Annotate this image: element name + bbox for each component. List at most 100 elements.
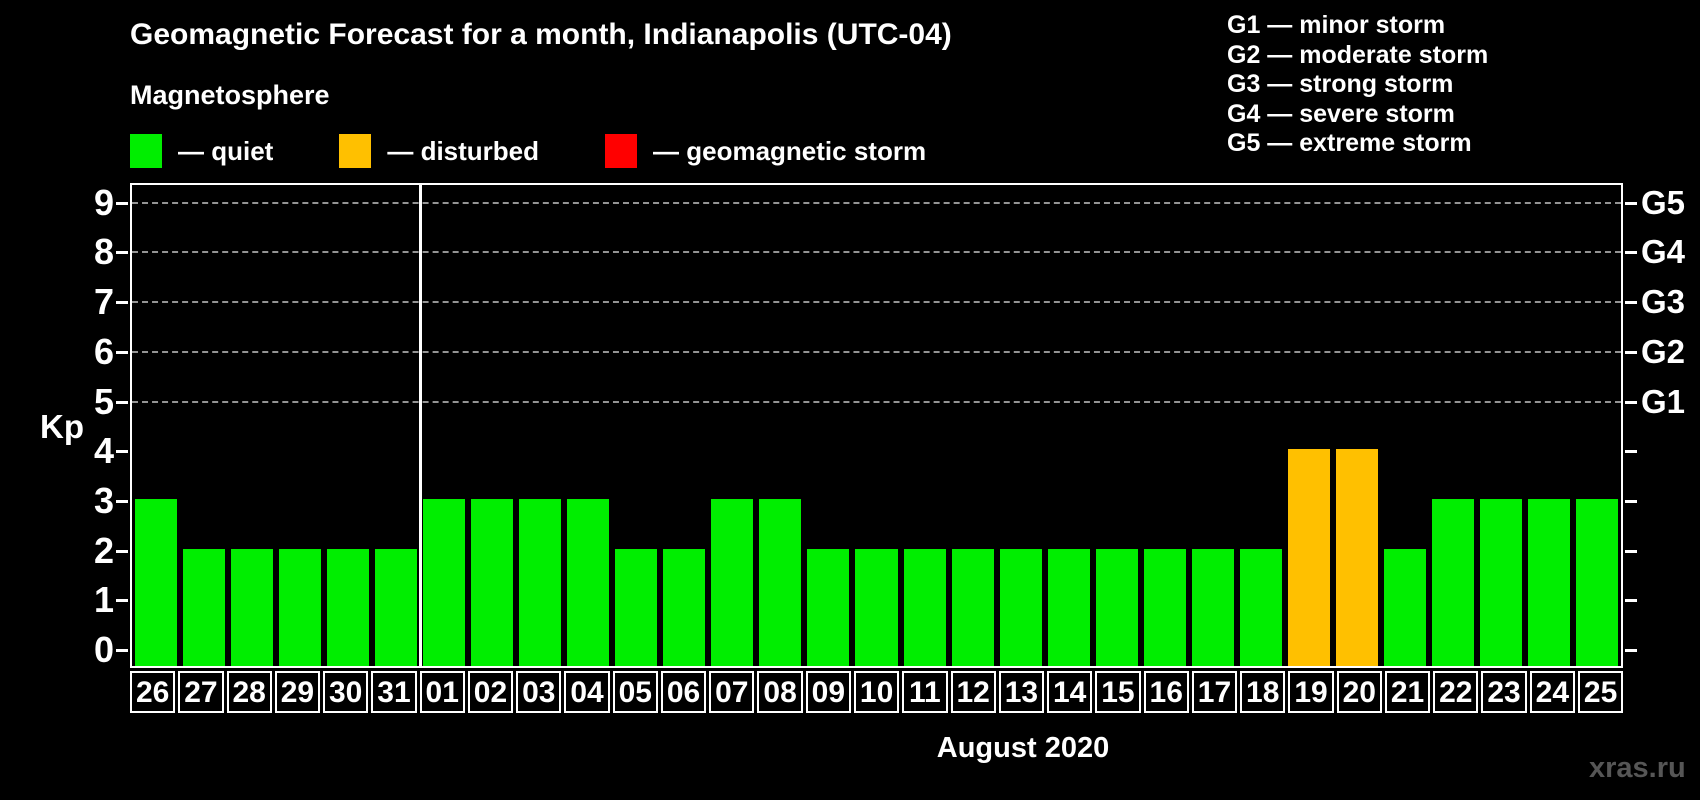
kp-bar-day-20 xyxy=(1335,449,1378,666)
quiet-swatch-icon xyxy=(130,134,162,168)
y-tick-label-8: 8 xyxy=(93,231,114,273)
right-tick-1 xyxy=(1625,599,1637,603)
g-scale-legend: G1 — minor storm G2 — moderate storm G3 — … xyxy=(1227,11,1488,159)
y-tick-label-5: 5 xyxy=(93,380,114,422)
left-tick-9 xyxy=(116,201,128,205)
right-tick-4 xyxy=(1625,450,1637,454)
right-tick-0 xyxy=(1625,649,1637,652)
day-label-22: 22 xyxy=(1433,671,1479,713)
g-legend-line-1: G1 — minor storm xyxy=(1227,11,1446,39)
day-label-07: 07 xyxy=(709,671,755,713)
legend-label-quiet: — quiet xyxy=(178,135,274,166)
kp-bar-day-13 xyxy=(999,548,1042,666)
kp-bar-day-17 xyxy=(1191,548,1234,666)
watermark: xras.ru xyxy=(1589,752,1686,784)
kp-bar-day-27 xyxy=(183,548,226,666)
disturbed-swatch-icon xyxy=(339,134,372,168)
kp-bar-day-09 xyxy=(807,548,850,666)
x-axis-title: August 2020 xyxy=(936,732,1110,764)
day-label-30: 30 xyxy=(323,671,369,713)
day-label-02: 02 xyxy=(467,671,514,713)
kp-bar-day-21 xyxy=(1383,548,1426,666)
left-tick-8 xyxy=(116,251,128,255)
legend-label-storm: — geomagnetic storm xyxy=(653,135,927,166)
gridline-kp5 xyxy=(132,400,1621,403)
day-label-13: 13 xyxy=(998,671,1045,713)
day-label-21: 21 xyxy=(1384,671,1431,713)
left-tick-7 xyxy=(116,301,128,305)
y-axis-labels: 0 1 2 3 4 5 6 7 8 9 xyxy=(0,183,114,668)
day-label-24: 24 xyxy=(1529,671,1575,713)
day-label-18: 18 xyxy=(1240,671,1286,713)
kp-bar-day-06 xyxy=(663,548,706,666)
day-label-26: 26 xyxy=(130,671,176,713)
y-tick-label-4: 4 xyxy=(93,430,114,472)
g-level-label-G1: G1 xyxy=(1641,382,1686,420)
left-tick-0 xyxy=(116,649,128,652)
g-level-label-G4: G4 xyxy=(1641,233,1686,271)
kp-bar-day-19 xyxy=(1287,449,1330,666)
left-tick-4 xyxy=(116,450,128,454)
day-label-11: 11 xyxy=(902,671,948,713)
chart-title: Geomagnetic Forecast for a month, Indian… xyxy=(130,18,952,51)
kp-bar-day-10 xyxy=(855,548,898,666)
kp-bar-day-29 xyxy=(279,548,322,666)
gridline-kp8 xyxy=(132,251,1621,254)
kp-bar-day-02 xyxy=(471,498,514,666)
kp-bar-day-11 xyxy=(903,548,946,666)
kp-bar-day-04 xyxy=(567,498,610,666)
left-tick-1 xyxy=(116,599,128,603)
kp-bar-day-26 xyxy=(135,498,178,666)
plot-area xyxy=(116,183,1637,668)
legend-item-quiet: — quiet xyxy=(130,134,273,168)
day-label-20: 20 xyxy=(1336,671,1382,713)
kp-bar-day-23 xyxy=(1479,498,1522,666)
kp-bar-day-31 xyxy=(375,548,418,666)
y-tick-label-9: 9 xyxy=(93,181,114,223)
g-level-label-G3: G3 xyxy=(1641,283,1686,321)
day-label-27: 27 xyxy=(178,671,224,713)
kp-bar-day-15 xyxy=(1095,548,1138,666)
gridline-kp6 xyxy=(132,350,1621,353)
g-level-label-G2: G2 xyxy=(1641,332,1686,370)
kp-bar-day-08 xyxy=(759,498,802,666)
kp-bar-day-01 xyxy=(423,498,466,666)
legend-label-disturbed: — disturbed xyxy=(387,135,540,166)
y-tick-label-0: 0 xyxy=(93,629,114,670)
day-label-01: 01 xyxy=(419,671,465,713)
day-label-04: 04 xyxy=(564,671,610,713)
kp-bar-day-14 xyxy=(1047,548,1090,666)
kp-bar-day-30 xyxy=(327,548,370,666)
day-label-05: 05 xyxy=(612,671,658,713)
month-separator xyxy=(418,185,422,666)
kp-bar-day-18 xyxy=(1239,548,1282,666)
right-tick-6 xyxy=(1625,350,1637,354)
day-label-09: 09 xyxy=(805,671,851,713)
kp-bar-day-28 xyxy=(231,548,274,666)
gridline-kp7 xyxy=(132,301,1621,304)
storm-swatch-icon xyxy=(605,134,638,168)
day-label-10: 10 xyxy=(853,671,900,713)
legend-item-disturbed: — disturbed xyxy=(339,134,539,168)
kp-bar-day-07 xyxy=(711,498,754,666)
day-label-03: 03 xyxy=(516,671,562,713)
kp-bar-day-12 xyxy=(951,548,994,666)
day-label-31: 31 xyxy=(371,671,417,713)
day-label-23: 23 xyxy=(1481,671,1527,713)
day-label-15: 15 xyxy=(1095,671,1141,713)
day-label-12: 12 xyxy=(950,671,996,713)
g-legend-line-5: G5 — extreme storm xyxy=(1227,129,1472,157)
right-tick-7 xyxy=(1625,301,1637,305)
y-tick-label-1: 1 xyxy=(93,579,114,621)
day-label-14: 14 xyxy=(1047,671,1093,713)
right-tick-5 xyxy=(1625,400,1637,404)
kp-bar-day-16 xyxy=(1143,548,1186,666)
g-legend-line-4: G4 — severe storm xyxy=(1227,99,1455,128)
kp-bar-day-24 xyxy=(1527,498,1570,666)
g-legend-line-3: G3 — strong storm xyxy=(1227,70,1454,98)
g-level-label-G5: G5 xyxy=(1641,183,1686,221)
right-tick-8 xyxy=(1625,251,1637,255)
left-tick-2 xyxy=(116,549,128,553)
day-label-29: 29 xyxy=(274,671,321,713)
